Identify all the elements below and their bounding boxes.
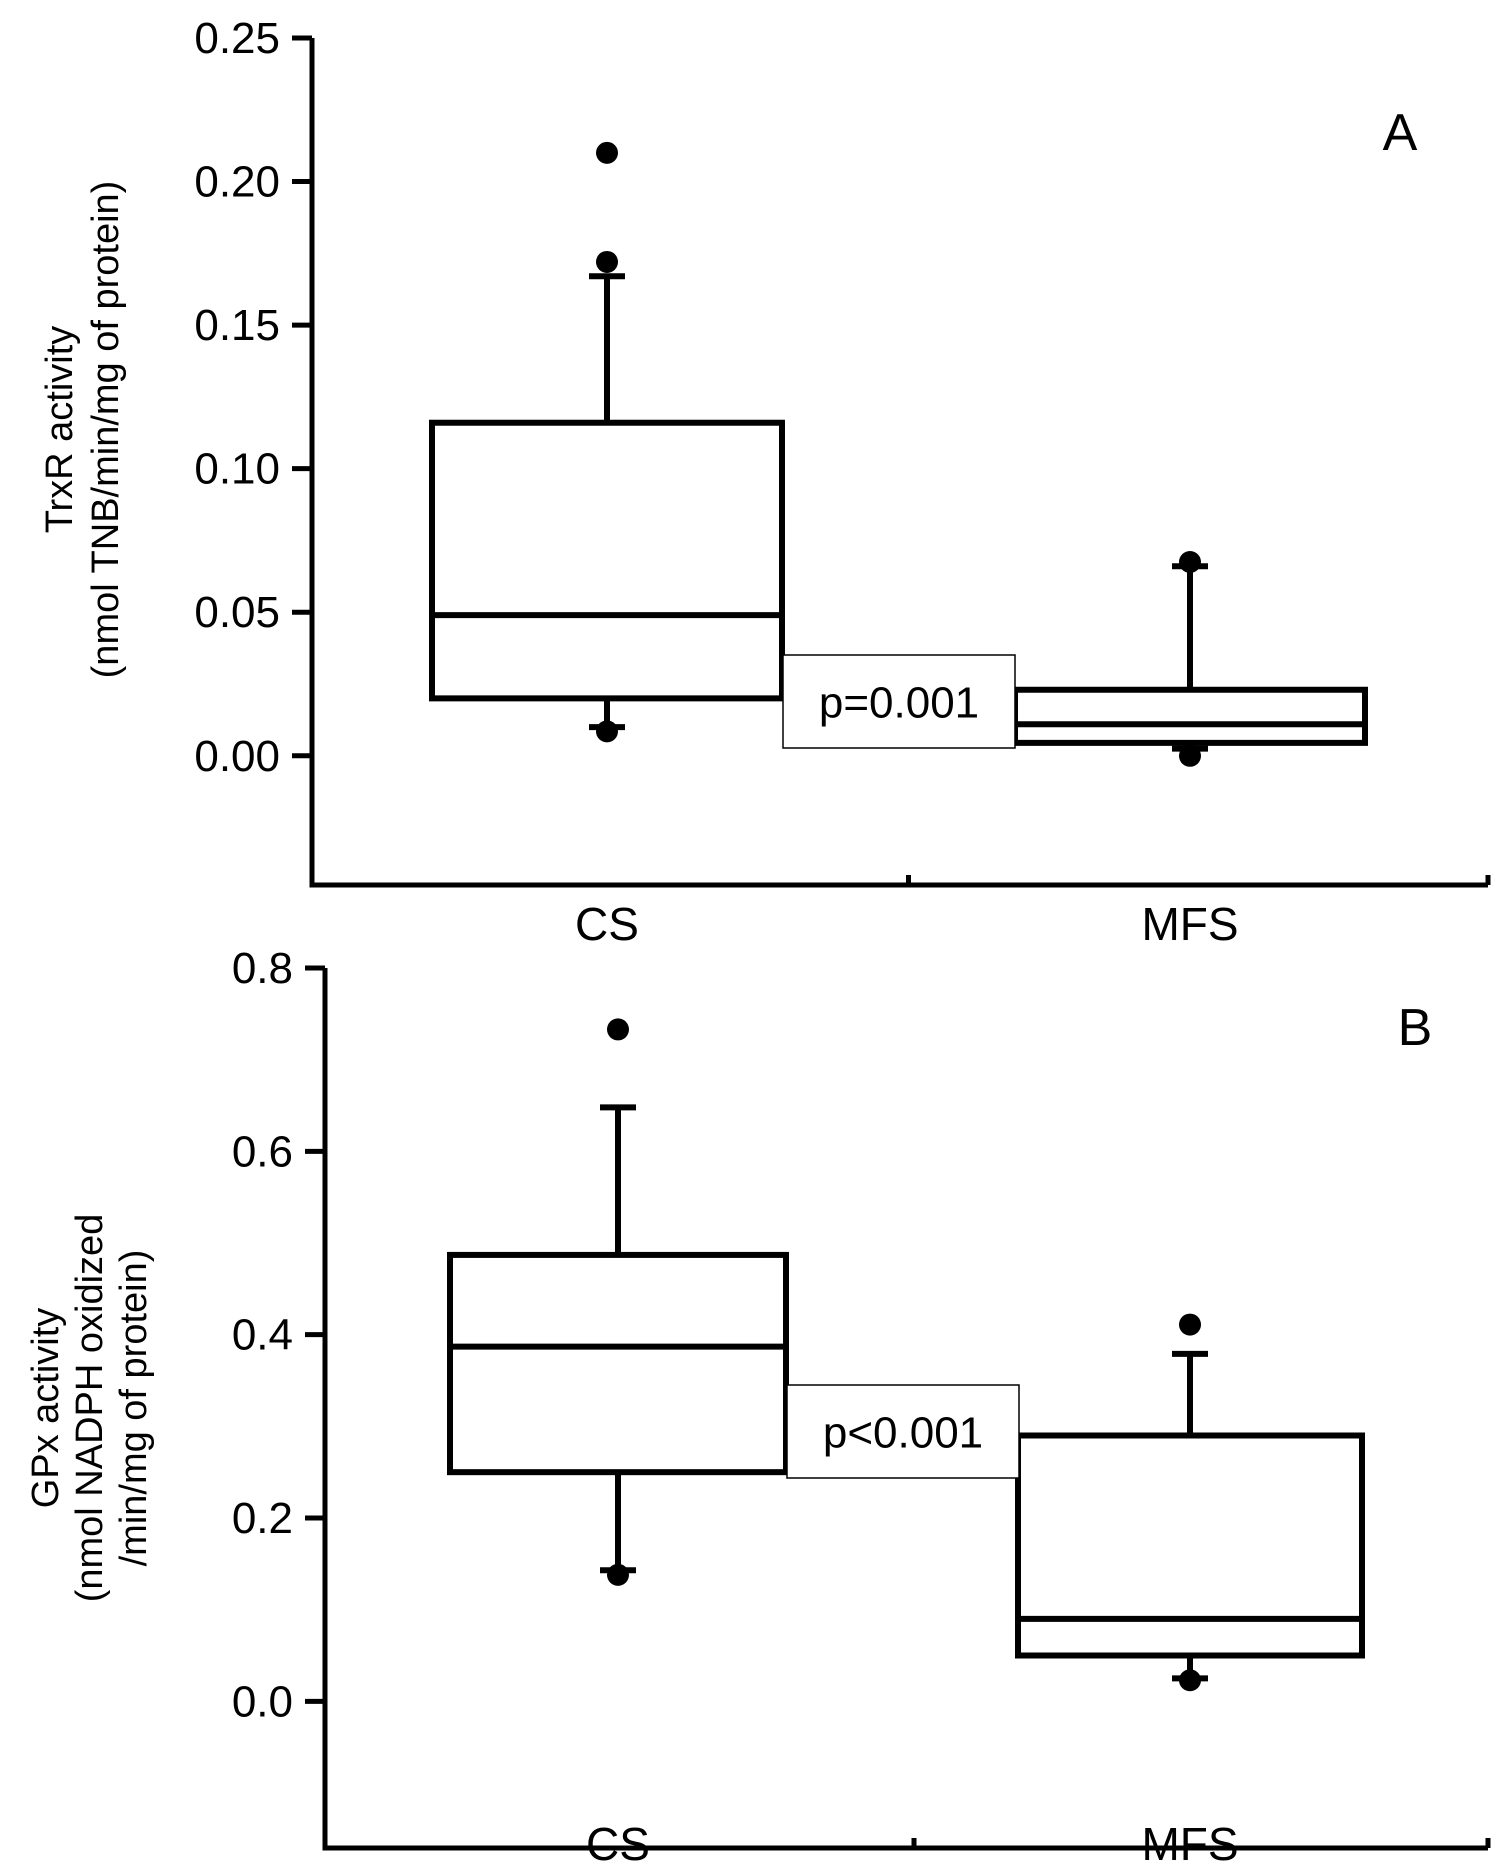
iqr-box [1015, 1432, 1365, 1659]
y-axis-title-line: /min/mg of protein) [113, 1250, 155, 1567]
y-tick-label: 0.4 [232, 1311, 293, 1360]
y-tick-label: 0.6 [232, 1127, 293, 1176]
boxplot-mfs [1012, 550, 1368, 767]
iqr-box [447, 1251, 789, 1476]
outlier-point [596, 250, 618, 273]
y-tick-label: 0.00 [194, 732, 280, 781]
p-value-label: p<0.001 [823, 1409, 983, 1458]
p-value-box [782, 654, 1016, 749]
p-value-label: p=0.001 [819, 679, 979, 728]
iqr-box [1012, 686, 1368, 746]
y-tick-label: 0.2 [232, 1494, 293, 1543]
y-axis-title-line: TrxR activity [39, 326, 81, 534]
boxplot-cs [429, 141, 785, 743]
y-tick-label: 0.25 [194, 14, 280, 63]
boxplot-mfs [1015, 1313, 1365, 1692]
panel-label: A [1383, 104, 1418, 162]
iqr-box [429, 419, 785, 702]
y-axis-title-line: (nmol NADPH oxidized [69, 1214, 111, 1603]
x-category-label: CS [575, 898, 639, 950]
outlier-point [1179, 1313, 1201, 1336]
y-tick-label: 0.8 [232, 944, 293, 993]
y-tick-label: 0.15 [194, 301, 280, 350]
panel-b-gpx-chart: 0.8 0.6 0.4 0.2 0.0 CS MFS p<0.001 B GPx activity… [25, 944, 1491, 1870]
p-value-box [786, 1384, 1020, 1479]
panel-a-trxr-chart: 0.25 0.20 0.15 0.10 0.05 0.00 CS MFS p=0.001 A Trx… [39, 14, 1491, 950]
x-category-label: MFS [1141, 1818, 1238, 1870]
y-tick-label: 0.10 [194, 445, 280, 494]
y-axis-title-line: (nmol TNB/min/mg of protein) [85, 181, 127, 679]
outlier-point [1179, 744, 1201, 767]
outlier-point [596, 720, 618, 743]
outlier-point [607, 1563, 629, 1586]
outlier-point [607, 1018, 629, 1041]
outlier-point [596, 141, 618, 164]
y-axis-title-line: GPx activity [25, 1308, 67, 1509]
panel-label: B [1398, 999, 1433, 1057]
y-tick-label: 0.0 [232, 1677, 293, 1726]
outlier-point [1179, 550, 1201, 573]
boxplot-cs [447, 1018, 789, 1586]
y-tick-label: 0.05 [194, 588, 280, 637]
x-category-label: CS [586, 1818, 650, 1870]
y-tick-label: 0.20 [194, 158, 280, 207]
x-category-label: MFS [1141, 898, 1238, 950]
outlier-point [1179, 1669, 1201, 1692]
